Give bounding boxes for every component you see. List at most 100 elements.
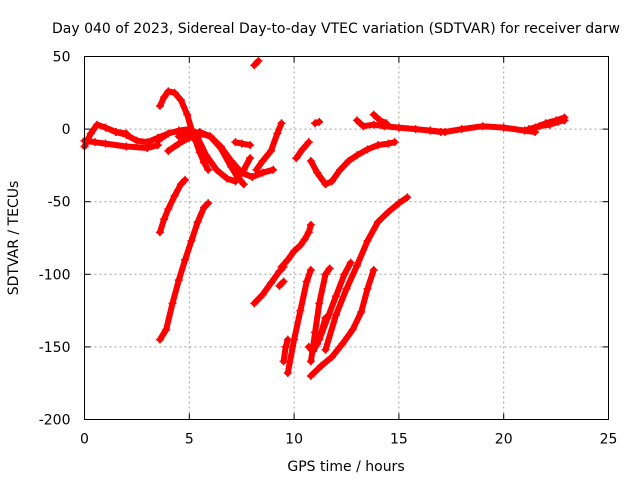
data-point [237,139,246,148]
data-point [545,120,554,129]
data-series [80,56,569,380]
data-point [342,284,351,293]
data-point [195,128,204,137]
data-point [181,255,190,264]
data-point [357,308,366,317]
data-point [199,158,208,167]
data-point [111,128,120,137]
x-tick-label: 15 [390,432,408,448]
x-tick-label: 5 [185,432,194,448]
data-point [164,87,173,96]
data-point [321,345,330,354]
data-point [246,154,255,163]
data-point [332,310,341,319]
data-point [302,277,311,286]
data-point [283,369,292,378]
data-point [101,139,110,148]
data-point [554,117,563,126]
data-point [155,101,164,110]
series-24-trace [322,194,411,353]
series-16-trace [278,221,314,270]
data-point [160,215,169,224]
data-point [122,130,131,139]
data-point [101,123,110,132]
data-point [338,339,347,348]
data-point [298,145,307,154]
data-point [231,138,240,147]
data-point [373,141,382,150]
data-point [441,128,450,137]
data-point [164,204,173,213]
data-point [535,122,544,131]
data-point [267,146,276,155]
data-point [281,342,290,351]
data-point [93,120,102,129]
data-point [273,129,282,138]
data-point [90,138,99,147]
data-point [403,193,412,202]
data-point [258,157,267,166]
data-point [170,88,179,97]
data-point [233,173,242,182]
data-point [275,281,284,290]
data-point [258,168,267,177]
data-point [237,168,246,177]
series-4-trace [157,200,212,343]
data-point [223,174,232,183]
data-point [363,284,372,293]
data-point [384,207,393,216]
data-point [384,139,393,148]
data-point [311,328,320,337]
data-point [315,335,324,344]
data-point [227,162,236,171]
data-point [176,180,185,189]
y-tick-label: -200 [39,413,71,429]
data-point [252,165,261,174]
y-tick-label: -50 [48,195,71,211]
data-point [206,132,215,141]
data-point [162,325,171,334]
data-point [304,228,313,237]
data-point [306,357,315,366]
data-point [363,145,372,154]
data-point [394,123,403,132]
data-point [187,236,196,245]
data-point [174,139,183,148]
data-point [340,270,349,279]
data-point [327,353,336,362]
x-axis-label: GPS time / hours [287,459,404,475]
data-point [336,165,345,174]
data-point [390,138,399,147]
data-point [373,218,382,227]
data-point [290,247,299,256]
data-point [290,335,299,344]
data-point [132,136,141,145]
data-point [457,125,466,134]
y-tick-label: -150 [39,340,71,356]
data-point [306,220,315,229]
data-point [306,371,315,380]
data-point [348,325,357,334]
data-point [183,110,192,119]
data-point [216,143,225,152]
x-tick-label: 25 [600,432,618,448]
data-point [352,261,361,270]
data-point [478,122,487,131]
data-point [315,299,324,308]
data-point [239,180,248,189]
data-point [369,265,378,274]
data-point [168,299,177,308]
data-point [499,123,508,132]
data-point [204,199,213,208]
data-point [524,125,533,134]
series-15-trace [284,266,314,376]
y-axis-label: SDTVAR / TECUs [6,181,22,296]
plot-frame [84,56,609,420]
data-point [279,277,288,286]
grid-lines [84,56,609,420]
data-point [153,136,162,145]
data-point [306,157,315,166]
y-tick-label: -100 [39,267,71,283]
data-point [327,177,336,186]
data-point [164,146,173,155]
